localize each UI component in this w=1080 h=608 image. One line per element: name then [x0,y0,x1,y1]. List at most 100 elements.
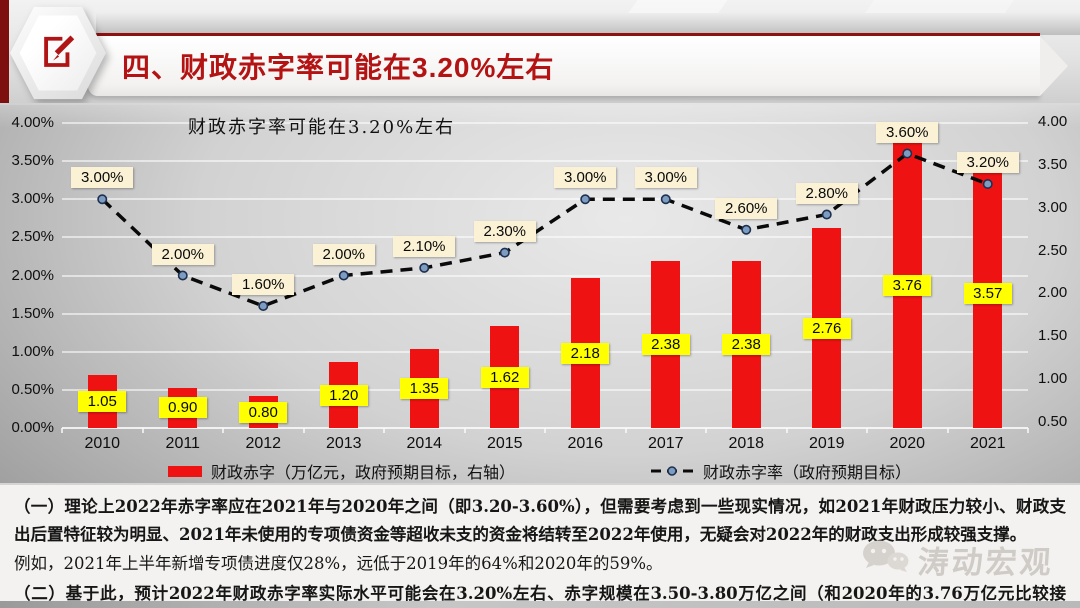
line-point-marker [821,209,832,220]
chart-panel: 财政赤字率可能在3.20%左右 4.00% 3.50% 3.00% 2.50% 2.00… [0,103,1080,485]
bar-swatch-icon [168,465,202,477]
title-ribbon-shadow [96,13,1080,35]
line-point-marker [982,179,993,190]
plot-area: 4.00% 3.50% 3.00% 2.50% 2.00% 1.50% 1.00% 0.50%… [0,105,1080,485]
legend-label-fiscal-deficit: 财政赤字（万亿元，政府预期目标，右轴） [211,463,516,482]
year-label: 2011 [165,435,200,452]
bar-value-label: 3.57 [963,282,1012,304]
title-ribbon [88,33,1040,96]
grid-line [62,350,1028,353]
chart-legend: 财政赤字（万亿元，政府预期目标，右轴） 财政赤字率（政府预期目标） [0,459,1080,483]
left-axis-tick-label: 1.00% [11,342,54,360]
right-axis-tick-label: 3.50 [1038,155,1068,173]
rate-value-label: 3.00% [634,167,697,189]
x-axis-tick [866,428,868,433]
rate-value-label: 2.00% [312,243,375,265]
left-axis-tick-label: 0.00% [11,419,54,436]
right-axis-tick-label: 4.00 [1038,113,1068,131]
line-point-marker [177,270,188,281]
analysis-paragraph-3: （二）基于此，预计2022年财政赤字率实际水平可能会在3.20%左右、赤字规模在… [14,584,1066,604]
rate-value-label: 1.60% [232,274,295,295]
bar-value-label: 0.80 [239,401,288,423]
rate-value-label: 2.80% [795,182,858,204]
left-axis-tick-label: 3.00% [11,190,54,208]
bar-value-label: 1.35 [400,378,449,400]
x-axis-tick [302,428,305,433]
analysis-paragraph-1: （一）理论上2022年赤字率应在2021年与2020年之间（即3.20-3.60… [14,497,1066,544]
rate-value-label: 2.10% [393,235,456,257]
left-axis-tick-label: 0.50% [11,380,54,398]
x-axis-tick [624,428,627,433]
right-axis-tick-label: 0.50 [1038,413,1068,430]
line-point-marker [338,270,349,281]
wechat-chat-bubbles-icon [860,539,910,580]
x-axis-tick [463,428,466,433]
year-label: 2018 [728,435,765,452]
rate-value-label: 3.00% [71,167,134,189]
right-axis-tick-label: 2.00 [1038,284,1068,302]
bar-value-label: 1.62 [480,366,529,388]
grid-line [62,388,1028,391]
year-label: 2012 [245,435,282,452]
bar-value-label: 1.05 [78,390,127,412]
title-ribbon-tip [1040,36,1068,96]
dashed-line-marker-icon [650,462,694,481]
bar-value-label: 2.38 [641,333,690,355]
year-label: 2016 [567,435,604,452]
page-title: 四、财政赤字率可能在3.20%左右 [122,52,555,83]
bar-value-label: 3.76 [883,274,932,296]
line-point-marker [419,262,430,273]
line-point-marker [258,301,269,312]
grid-line [62,236,1028,239]
watermark-text: 涛动宏观 [916,545,1056,581]
legend-label-deficit-rate: 财政赤字率（政府预期目标） [703,463,912,482]
left-axis-tick-label: 4.00% [11,114,54,131]
grid-line [62,122,1028,124]
line-point-marker [499,247,510,258]
legend-item-deficit-rate: 财政赤字率（政府预期目标） [650,459,911,483]
deficit-rate-line [97,148,993,312]
line-point-marker [741,224,752,235]
watermark: 涛动宏观 [860,537,1056,582]
year-label: 2013 [325,435,362,452]
year-label: 2017 [647,435,684,452]
x-axis-tick [141,428,144,433]
x-axis-tick [222,428,224,433]
hexagon-badge-face [19,15,97,91]
analysis-paragraph-2: 例如，2021年上半年新增专项债进度仅28%，远低于2019年的64%和2020… [14,554,663,574]
line-point-marker [902,148,913,159]
rate-value-label: 3.60% [876,121,939,143]
right-axis-tick-label: 3.00 [1038,198,1068,216]
right-axis-tick-label: 2.50 [1038,241,1068,259]
bar-value-label: 2.18 [561,342,610,364]
left-axis-tick-label: 2.50% [11,228,54,246]
grid-line [62,312,1028,315]
right-axis-tick-label: 1.50 [1038,327,1068,345]
year-label: 2014 [406,435,443,452]
x-axis-tick [785,428,788,433]
year-label: 2010 [84,435,121,452]
x-axis-tick [61,428,63,433]
grid-line [62,274,1028,277]
bar-value-label: 0.90 [158,397,207,419]
bar-value-label: 2.76 [802,317,851,339]
header: 四、财政赤字率可能在3.20%左右 [0,0,1080,103]
line-point-marker [97,194,108,205]
left-axis-tick-label: 1.50% [11,304,54,322]
line-point-marker [580,194,591,205]
year-label: 2015 [486,435,523,452]
line-point-marker [660,194,671,205]
rate-value-label: 2.30% [473,220,536,242]
rate-value-label: 3.00% [554,167,617,189]
hexagon-badge [8,5,108,101]
bottom-edge-strip [0,601,1080,608]
bar-value-label: 2.38 [722,333,771,355]
left-axis-tick-label: 3.50% [11,152,54,170]
x-axis-tick [946,428,949,433]
right-axis-tick-label: 1.00 [1038,370,1068,388]
edit-pencil-icon [37,30,79,77]
bar-value-label: 1.20 [319,384,368,406]
rate-value-label: 2.00% [151,243,214,265]
left-axis-tick-label: 2.00% [11,266,54,284]
